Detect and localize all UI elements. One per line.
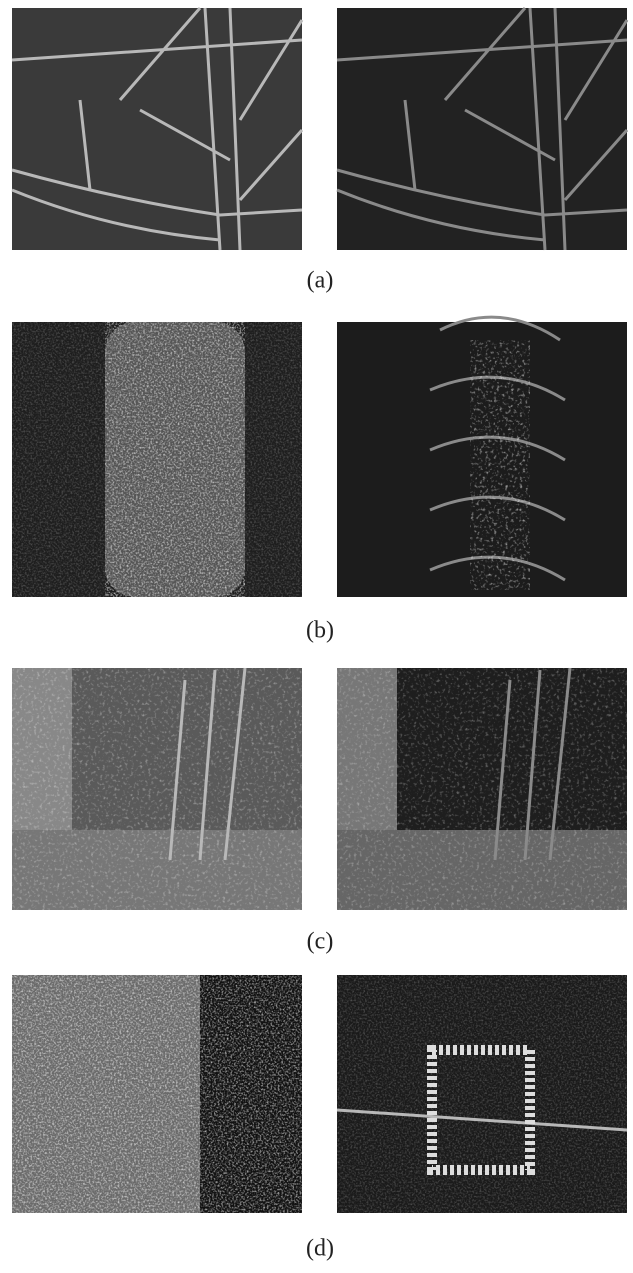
- panel-a-right: [337, 8, 627, 250]
- panel-c-left: [12, 668, 302, 910]
- panel-label: (d): [306, 1236, 334, 1262]
- panel-label: (c): [307, 929, 334, 955]
- panel-label: (b): [306, 618, 334, 644]
- panel-b-left: [12, 322, 302, 597]
- figure: (a) (b) (c) (d): [0, 0, 633, 1273]
- panel-d-right: [337, 975, 627, 1213]
- panel-d-left: [12, 975, 302, 1213]
- panel-label: (a): [307, 268, 334, 294]
- panel-c-right: [337, 668, 627, 910]
- panel-b-right: [337, 317, 627, 597]
- panel-a-left: [12, 8, 302, 250]
